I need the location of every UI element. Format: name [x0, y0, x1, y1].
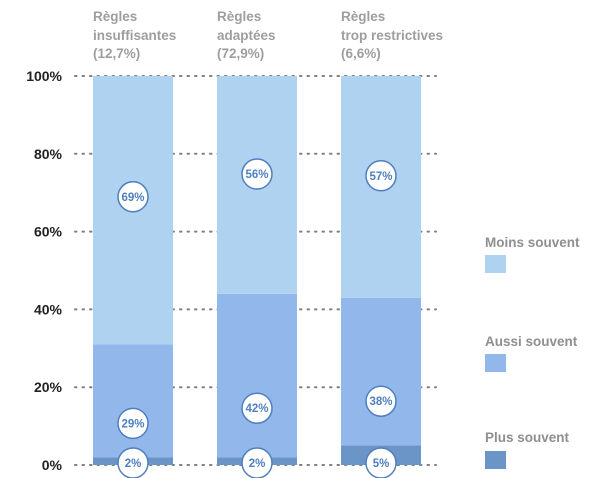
data-label: 42% — [245, 403, 268, 415]
data-label-badge — [365, 447, 397, 478]
legend-label: Aussi souvent — [485, 334, 578, 349]
y-tick-label: 80% — [34, 146, 63, 162]
category-label-line: (72,9%) — [217, 46, 264, 61]
y-tick-label: 20% — [34, 379, 63, 395]
data-label: 5% — [373, 458, 390, 470]
data-label: 56% — [245, 169, 268, 181]
y-tick-label: 100% — [26, 68, 62, 84]
data-label-badge — [117, 407, 149, 440]
data-label-badge — [365, 160, 397, 192]
data-label: 2% — [249, 458, 266, 470]
y-tick-label: 0% — [42, 457, 63, 473]
category-label: Règles insuffisantes (12,7%) — [93, 9, 176, 61]
data-label: 57% — [369, 171, 392, 183]
bar-segment — [93, 344, 173, 458]
category-label-line: adaptées — [217, 28, 276, 43]
category-label-line: trop restrictives — [341, 28, 443, 43]
data-label-badge — [117, 447, 149, 478]
category-label: Règles trop restrictives (6,6%) — [341, 9, 443, 61]
data-label: 29% — [121, 418, 144, 430]
category-label-line: insuffisantes — [93, 28, 176, 43]
data-label-badge — [241, 392, 273, 424]
bar-segment — [341, 297, 421, 446]
data-label-badge — [117, 181, 149, 213]
data-label-badge — [241, 158, 273, 190]
data-labels: 2% 29% 69% 2% 42% 56% 5% 38% 57% — [117, 158, 397, 478]
data-label-badge — [365, 385, 397, 417]
category-label-line: (6,6%) — [341, 46, 381, 61]
legend-swatch — [485, 255, 506, 273]
legend-swatch — [485, 354, 506, 372]
category-label-line: Règles — [217, 9, 261, 24]
bar-segment — [217, 293, 297, 458]
data-label-badge — [241, 447, 273, 478]
y-tick-label: 60% — [34, 224, 63, 240]
legend: Moins souvent Aussi souvent Plus souvent — [485, 235, 580, 469]
category-label-line: Règles — [93, 9, 137, 24]
legend-label: Plus souvent — [485, 430, 570, 445]
legend-label: Moins souvent — [485, 235, 580, 250]
data-label: 38% — [369, 396, 392, 408]
category-labels: Règles insuffisantes (12,7%) Règles adaptées… — [93, 9, 443, 61]
legend-swatch — [485, 451, 506, 469]
y-tick-label: 40% — [34, 301, 63, 317]
data-label: 2% — [125, 458, 142, 470]
category-label-line: Règles — [341, 9, 385, 24]
category-label-line: (12,7%) — [93, 46, 140, 61]
category-label: Règles adaptées (72,9%) — [217, 9, 276, 61]
data-label: 69% — [121, 192, 144, 204]
